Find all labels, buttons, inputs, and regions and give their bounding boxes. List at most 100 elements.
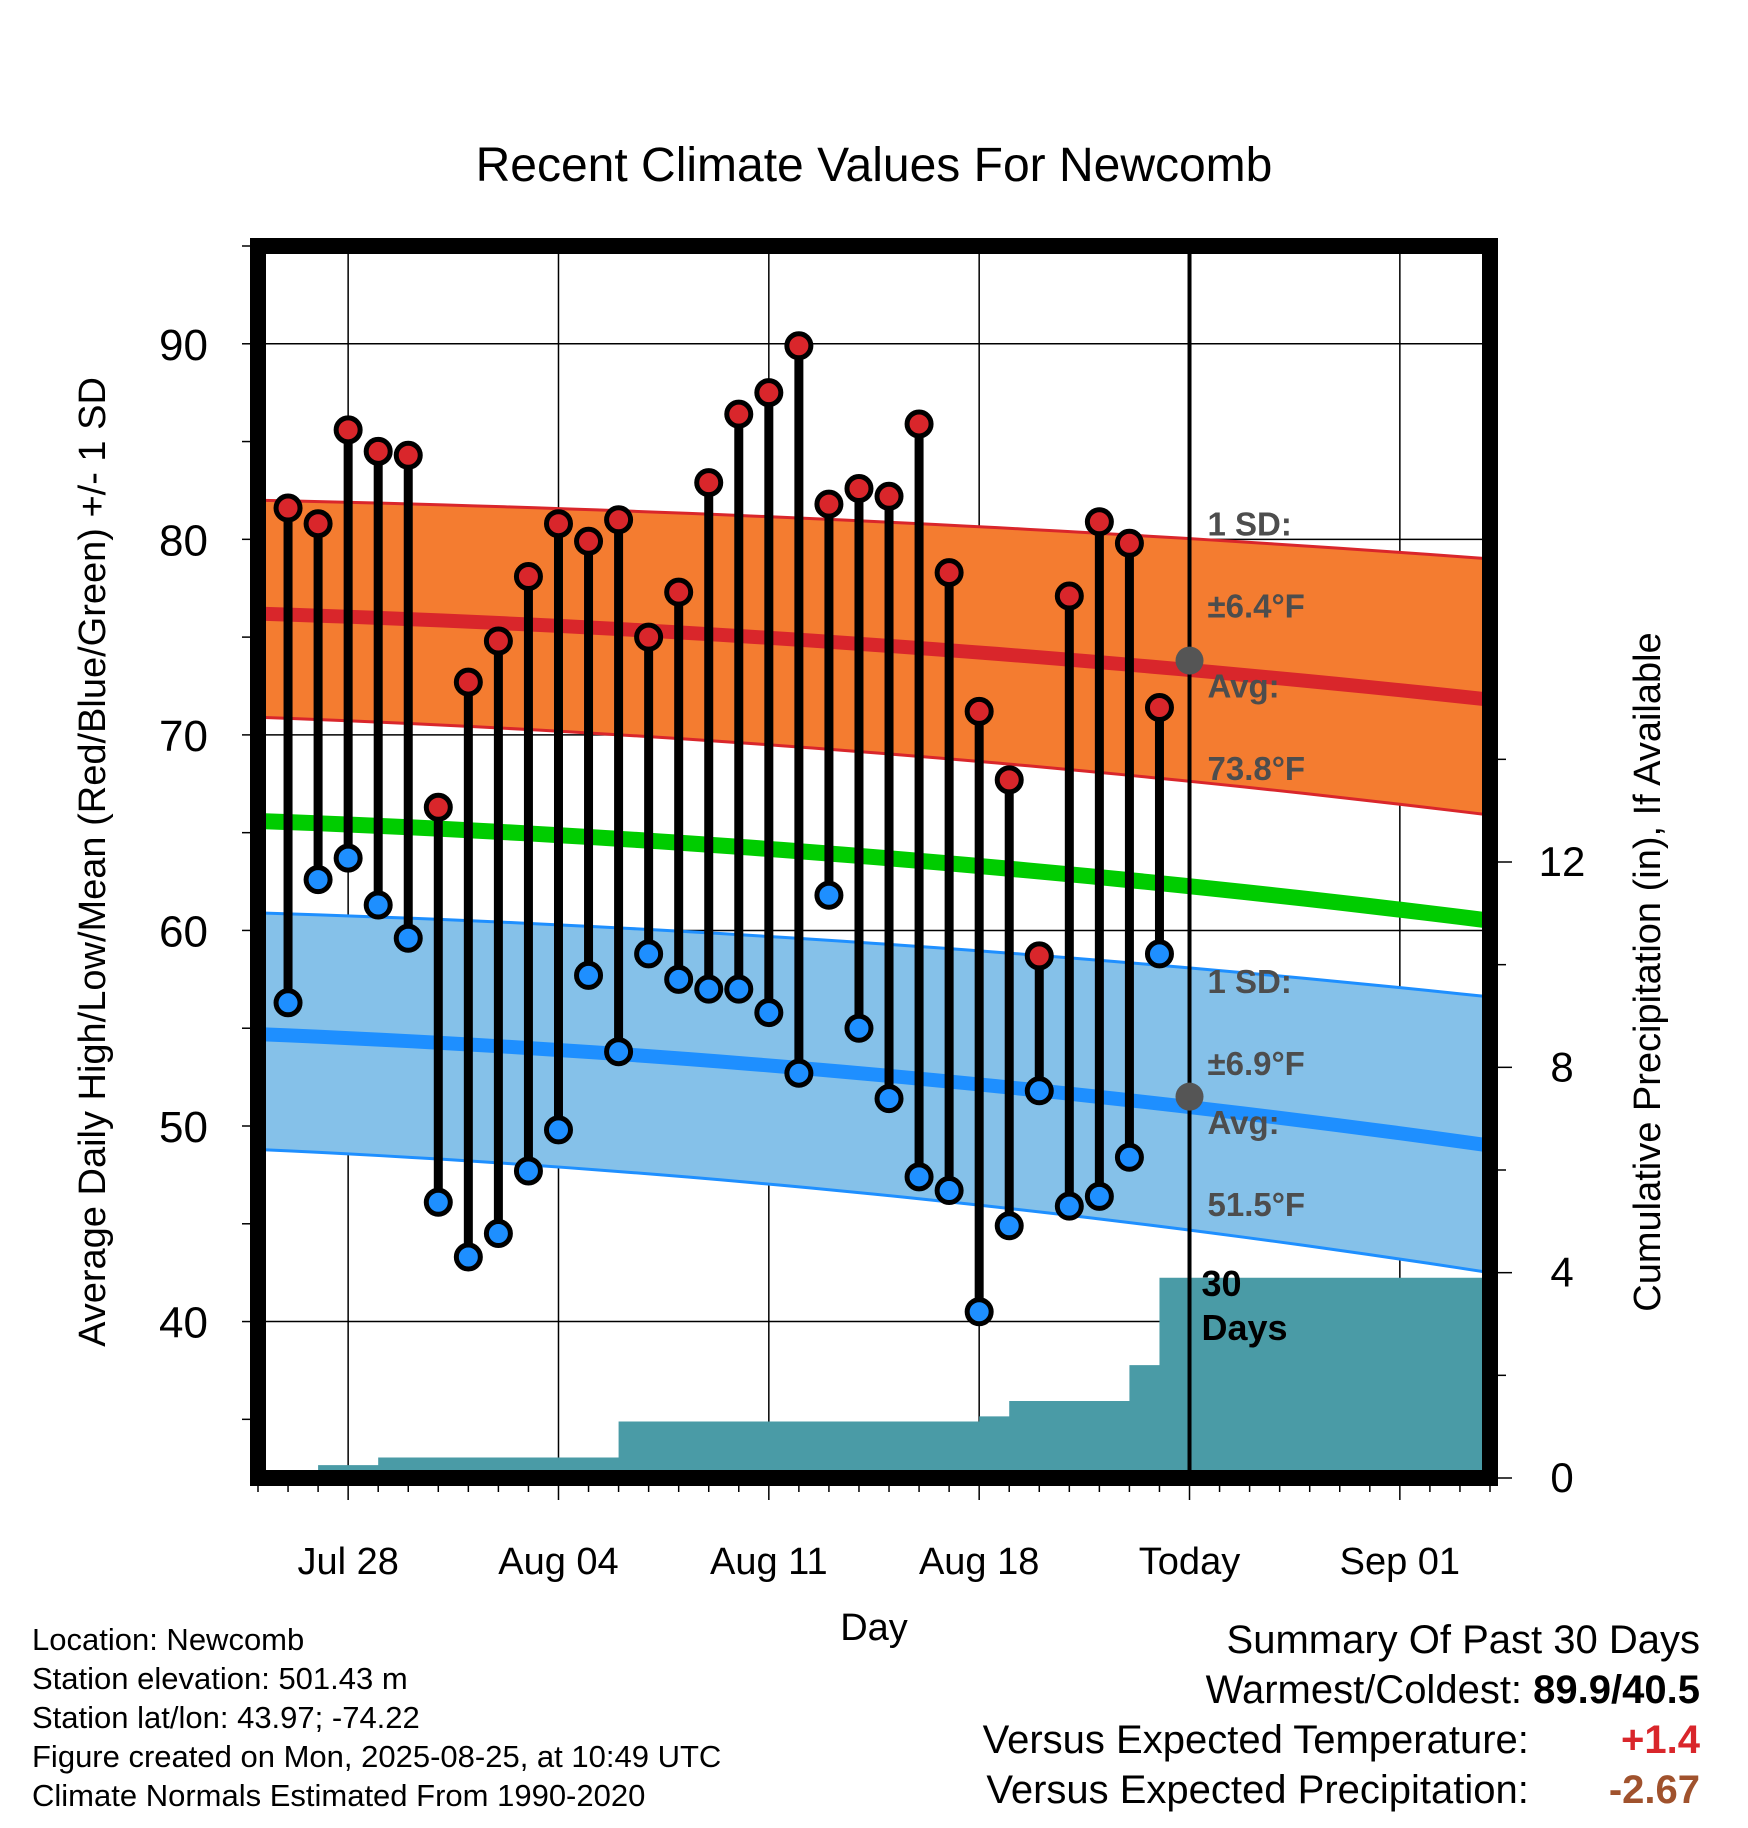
daily-high-point xyxy=(273,493,303,523)
daily-high-point xyxy=(423,792,453,822)
daily-low-point xyxy=(874,1084,904,1114)
temp-label: Versus Expected Temperature: xyxy=(982,1718,1529,1762)
right-axis-label: Cumulative Precipitation (in), If Availa… xyxy=(1627,632,1669,1311)
station-info: Location: Newcomb Station elevation: 501… xyxy=(32,1620,721,1815)
daily-high-point xyxy=(513,561,543,591)
precipitation-area xyxy=(258,1277,1490,1478)
left-tick-label: 60 xyxy=(159,907,208,956)
x-tick-label: Today xyxy=(1139,1541,1240,1583)
daily-high-point xyxy=(453,667,483,697)
summary-temp-row: Versus Expected Temperature: +1.4 xyxy=(983,1715,1700,1765)
daily-low-point xyxy=(363,890,393,920)
daily-high-point xyxy=(543,509,573,539)
daily-high-point xyxy=(1144,693,1174,723)
precip-days-label-1: 30 xyxy=(1202,1263,1242,1304)
high-avg-label: Avg: xyxy=(1208,668,1280,705)
normal-high-line xyxy=(258,606,1490,707)
daily-low-point xyxy=(303,865,333,895)
plot-area xyxy=(258,246,1490,1478)
right-tick-label: 8 xyxy=(1550,1043,1573,1090)
summary-warmest-row: Warmest/Coldest: 89.9/40.5 xyxy=(983,1665,1700,1715)
daily-high-point xyxy=(874,481,904,511)
precip-label: Versus Expected Precipitation: xyxy=(986,1768,1529,1812)
daily-low-point xyxy=(844,1013,874,1043)
daily-low-point xyxy=(1024,1076,1054,1106)
daily-high-point xyxy=(964,696,994,726)
summary-panel: Summary Of Past 30 Days Warmest/Coldest:… xyxy=(983,1615,1700,1815)
daily-high-point xyxy=(934,558,964,588)
left-tick-label: 90 xyxy=(159,321,208,370)
daily-high-point xyxy=(1084,507,1114,537)
low-avg-label: Avg: xyxy=(1208,1104,1280,1141)
daily-low-point xyxy=(1114,1142,1144,1172)
daily-low-point xyxy=(784,1058,814,1088)
normal-low-line xyxy=(258,1027,1490,1153)
left-tick-label: 80 xyxy=(159,516,208,565)
low-sd-label: 1 SD: xyxy=(1208,963,1292,1000)
warmest-label: Warmest/Coldest: xyxy=(1205,1668,1523,1712)
location-text: Location: Newcomb xyxy=(32,1622,305,1657)
daily-low-point xyxy=(904,1162,934,1192)
low-sd-value: ±6.9°F xyxy=(1208,1045,1305,1082)
low-sd-band xyxy=(258,912,1490,1273)
right-tick-label: 12 xyxy=(1539,838,1586,885)
daily-low-point xyxy=(393,923,423,953)
daily-high-point xyxy=(1054,581,1084,611)
high-avg-value: 73.8°F xyxy=(1208,750,1306,787)
daily-high-point xyxy=(363,436,393,466)
daily-low-point xyxy=(574,960,604,990)
x-tick-label: Aug 11 xyxy=(710,1541,828,1583)
daily-low-point xyxy=(423,1187,453,1217)
daily-low-point xyxy=(664,964,694,994)
high-sd-band-lower-edge xyxy=(258,715,1490,817)
summary-heading: Summary Of Past 30 Days xyxy=(1226,1618,1700,1662)
warmest-value: 89.9/40.5 xyxy=(1533,1668,1700,1712)
high-sd-band-upper-edge xyxy=(258,498,1490,561)
daily-low-point xyxy=(453,1242,483,1272)
daily-low-point xyxy=(483,1219,513,1249)
low-sd-band-upper-edge xyxy=(258,911,1490,999)
plot-frame xyxy=(250,238,1498,1486)
daily-low-point xyxy=(754,998,784,1028)
x-tick-label: Sep 01 xyxy=(1340,1541,1460,1583)
summary-precip-row: Versus Expected Precipitation: -2.67 xyxy=(983,1765,1700,1815)
right-tick-label: 4 xyxy=(1550,1249,1573,1296)
daily-high-point xyxy=(844,473,874,503)
low-avg-value: 51.5°F xyxy=(1208,1186,1306,1223)
daily-high-point xyxy=(303,509,333,539)
daily-low-point xyxy=(604,1037,634,1067)
chart-title: Recent Climate Values For Newcomb xyxy=(475,139,1273,192)
daily-low-point xyxy=(1054,1191,1084,1221)
daily-low-point xyxy=(724,974,754,1004)
left-tick-label: 70 xyxy=(159,712,208,761)
daily-high-point xyxy=(814,489,844,519)
daily-low-point xyxy=(814,880,844,910)
daily-high-point xyxy=(393,440,423,470)
created-text: Figure created on Mon, 2025-08-25, at 10… xyxy=(32,1739,722,1774)
temp-value: +1.4 xyxy=(1621,1718,1700,1762)
daily-low-point xyxy=(1144,939,1174,969)
left-tick-label: 50 xyxy=(159,1103,208,1152)
daily-high-point xyxy=(574,526,604,556)
high-sd-band xyxy=(258,500,1490,816)
daily-low-point xyxy=(964,1297,994,1327)
normal-mean-line xyxy=(258,812,1490,929)
daily-low-point xyxy=(333,843,363,873)
daily-high-point xyxy=(754,378,784,408)
daily-high-point xyxy=(904,409,934,439)
daily-high-point xyxy=(694,468,724,498)
precip-days-label-2: Days xyxy=(1202,1307,1288,1348)
daily-high-point xyxy=(333,415,363,445)
right-tick-label: 0 xyxy=(1550,1454,1573,1501)
precip-value: -2.67 xyxy=(1608,1768,1700,1812)
daily-low-point xyxy=(1084,1181,1114,1211)
left-tick-label: 40 xyxy=(159,1299,208,1348)
daily-low-point xyxy=(634,939,664,969)
daily-high-point xyxy=(724,399,754,429)
left-axis-label: Average Daily High/Low/Mean (Red/Blue/Gr… xyxy=(72,377,114,1347)
daily-low-point xyxy=(543,1115,573,1145)
daily-high-point xyxy=(1114,528,1144,558)
x-tick-label: Aug 04 xyxy=(498,1541,618,1583)
daily-low-point xyxy=(273,988,303,1018)
